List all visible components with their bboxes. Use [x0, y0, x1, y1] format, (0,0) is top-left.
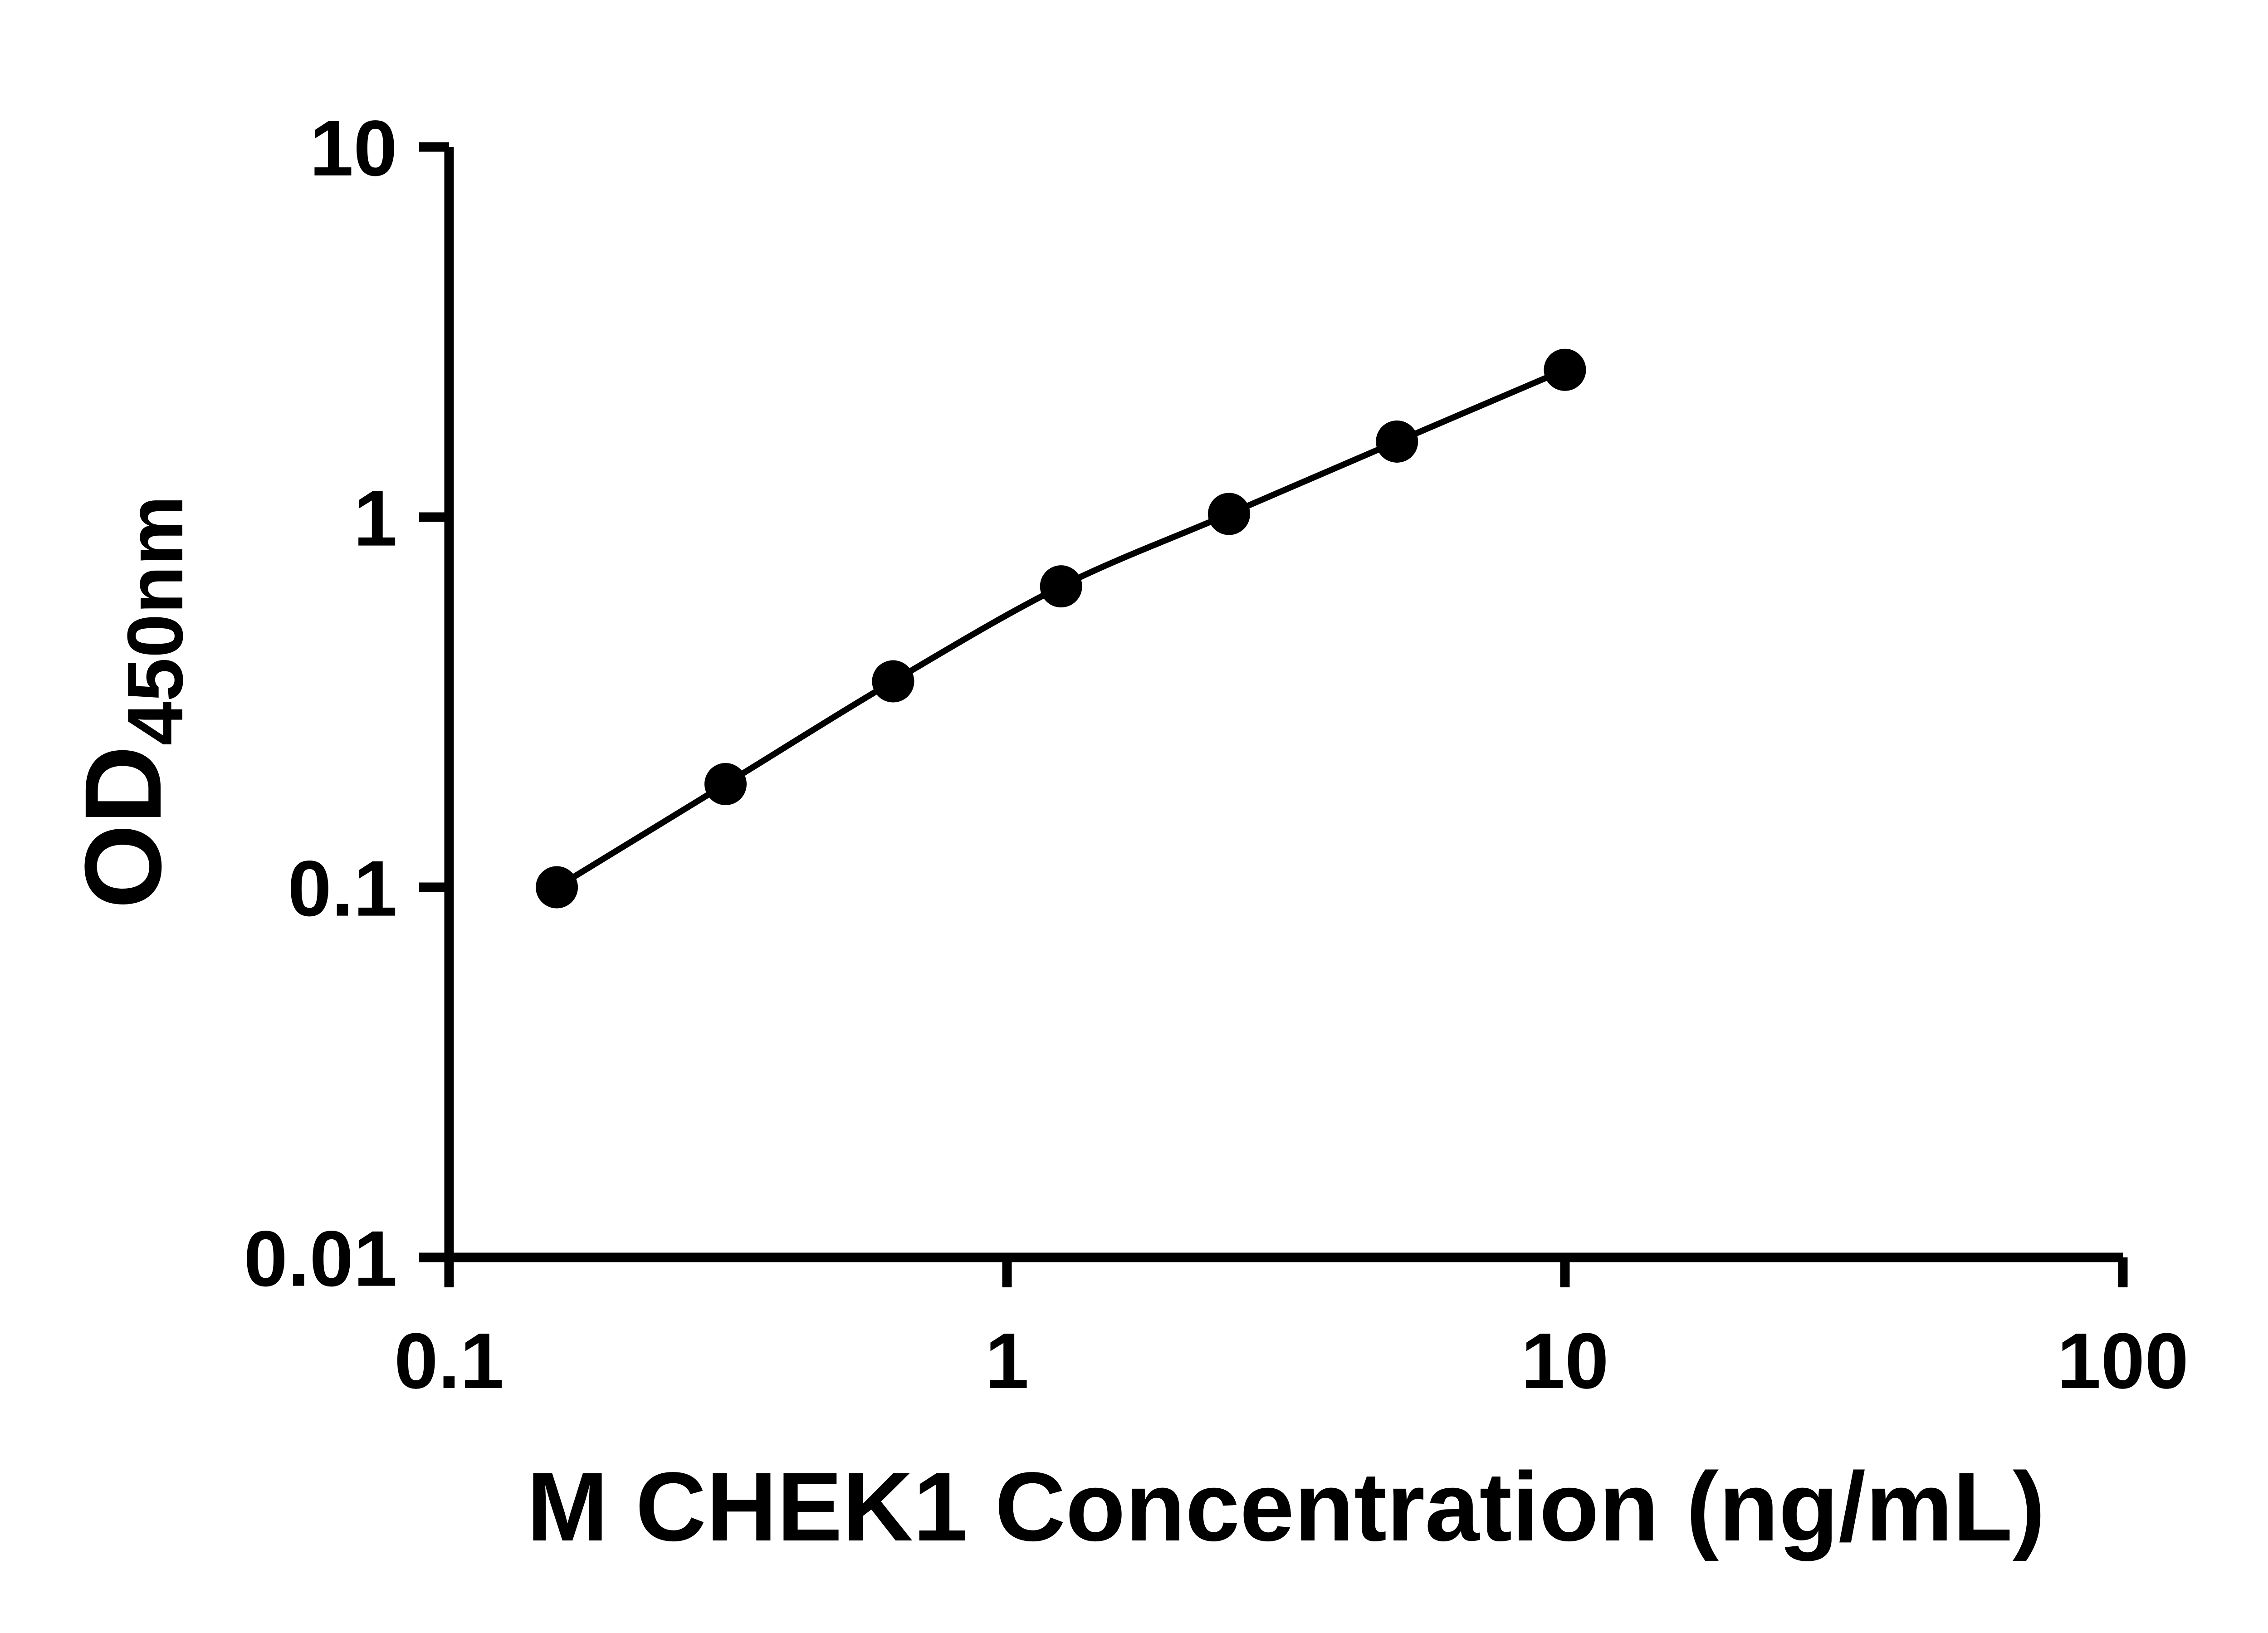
data-point — [536, 866, 578, 909]
y-axis-title-subscript: 450nm — [111, 495, 199, 745]
x-tick-label: 0.1 — [394, 1316, 504, 1405]
data-point — [1040, 565, 1082, 608]
data-point — [872, 660, 914, 703]
data-point — [704, 763, 747, 806]
x-tick-label: 100 — [2057, 1316, 2189, 1405]
y-tick-label: 0.01 — [244, 1214, 397, 1303]
y-tick-label: 10 — [309, 104, 397, 192]
y-axis-title: OD450nm — [62, 495, 199, 909]
y-tick-label: 1 — [353, 474, 397, 562]
x-tick-label: 10 — [1521, 1316, 1609, 1405]
y-axis-title-main: OD — [62, 746, 184, 909]
x-axis-title: M CHEK1 Concentration (ng/mL) — [527, 1452, 2045, 1561]
data-point — [1376, 420, 1418, 463]
y-tick-label: 0.1 — [288, 844, 397, 933]
data-point — [1207, 493, 1250, 535]
x-tick-label: 1 — [985, 1316, 1029, 1405]
axis-frame — [444, 147, 2123, 1262]
plot-area: 0.1 1 10 100 0.01 0.1 1 10 — [244, 104, 2189, 1405]
data-point — [1544, 348, 1586, 391]
